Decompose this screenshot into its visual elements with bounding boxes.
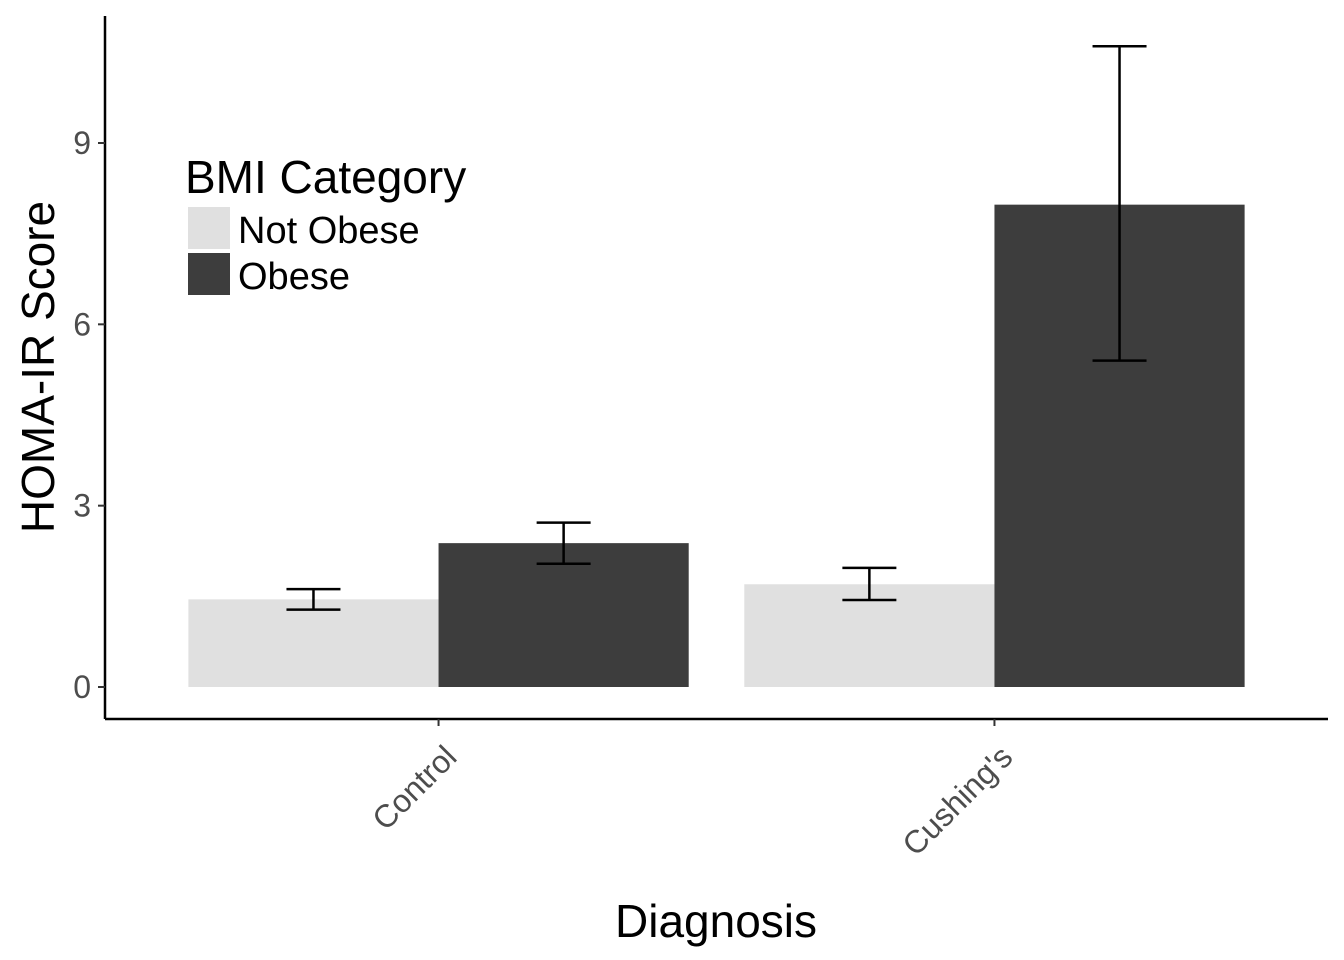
legend-label-not-obese: Not Obese [238,210,420,252]
legend-label-obese: Obese [238,256,350,298]
error-bar-cushing-s-obese [1092,45,1147,362]
y-tick-label-9: 9 [73,125,91,161]
y-ticks-layer: 0 3 6 9 [73,125,105,705]
x-ticks-layer: Control Cushing's [365,719,1019,863]
x-tick-label-control: Control [365,738,463,836]
bar-cushing-s-not-obese [744,584,995,687]
legend-key-not-obese [188,207,230,249]
error-bar-cushing-s-not-obese [842,566,897,602]
error-bars-layer [286,45,1147,611]
y-tick-label-0: 0 [73,669,91,705]
x-axis-title: Diagnosis [615,895,817,947]
legend: BMI Category Not Obese Obese [185,151,466,298]
x-tick-label-cushing-s: Cushing's [895,738,1019,862]
error-bar-control-not-obese [286,587,341,611]
bar-control-not-obese [188,599,439,687]
y-tick-label-3: 3 [73,488,91,524]
axes-layer [103,16,1328,721]
y-tick-label-6: 6 [73,306,91,342]
y-axis-title: HOMA-IR Score [12,201,64,533]
legend-title: BMI Category [185,151,466,203]
error-bar-control-obese [536,521,591,565]
legend-key-obese [188,253,230,295]
bar-control-obese [438,543,689,687]
